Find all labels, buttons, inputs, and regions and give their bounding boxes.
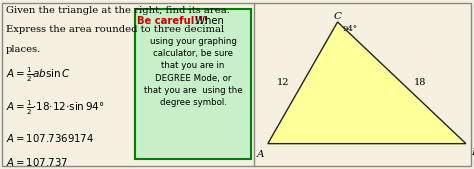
Text: $A = \frac{1}{2}{\cdot}18{\cdot}12{\cdot}\sin94°$: $A = \frac{1}{2}{\cdot}18{\cdot}12{\cdot…	[6, 99, 104, 117]
Text: 18: 18	[414, 78, 426, 87]
Text: Express the area rounded to three decimal: Express the area rounded to three decima…	[6, 25, 224, 34]
Text: B: B	[471, 148, 474, 157]
Text: $A = \frac{1}{2}ab\sin C$: $A = \frac{1}{2}ab\sin C$	[6, 65, 71, 83]
Text: $A = 107.737$: $A = 107.737$	[6, 156, 68, 168]
FancyBboxPatch shape	[2, 3, 471, 166]
Text: 94°: 94°	[342, 25, 357, 33]
Text: Given the triangle at the right, find its area.: Given the triangle at the right, find it…	[6, 6, 229, 15]
Text: C: C	[334, 12, 342, 21]
Text: using your graphing
calculator, be sure
that you are in
DEGREE Mode, or
that you: using your graphing calculator, be sure …	[144, 37, 243, 107]
Polygon shape	[268, 22, 466, 144]
Text: Be careful!!!: Be careful!!!	[137, 16, 209, 26]
Text: When: When	[192, 16, 224, 26]
Text: $A = 107.7369174$: $A = 107.7369174$	[6, 132, 94, 144]
FancyBboxPatch shape	[135, 9, 251, 159]
Text: 12: 12	[277, 78, 290, 87]
Text: places.: places.	[6, 45, 41, 54]
Text: A: A	[257, 150, 264, 159]
